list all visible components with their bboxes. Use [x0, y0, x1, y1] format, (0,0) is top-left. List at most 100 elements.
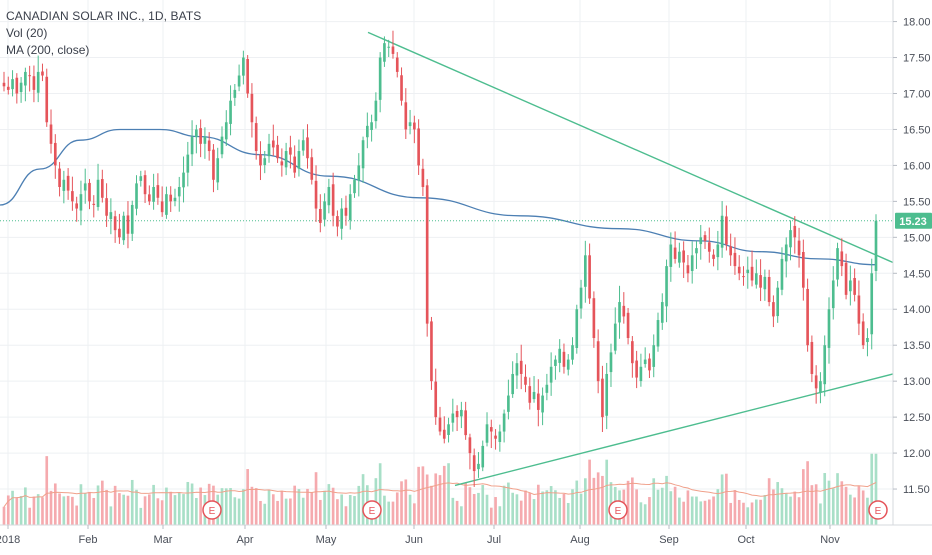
volume-bar	[280, 490, 284, 525]
candle-body	[49, 124, 53, 144]
candle-body	[242, 57, 245, 76]
volume-bar	[233, 497, 237, 525]
volume-bar	[793, 491, 797, 525]
candle-body	[618, 302, 621, 323]
candle-body	[840, 251, 844, 267]
volume-bar	[639, 502, 643, 525]
volume-bar	[353, 496, 356, 525]
candle-body	[24, 71, 27, 86]
candle-body	[814, 375, 818, 389]
candle-body	[584, 255, 587, 287]
volume-bar	[763, 494, 767, 525]
candle-body	[699, 237, 703, 245]
candle-body	[199, 128, 202, 144]
volume-bar	[814, 484, 818, 525]
volume-bar	[259, 500, 262, 525]
candle-body	[472, 455, 476, 472]
y-tick-label: 14.00	[903, 304, 931, 316]
candle-body	[652, 345, 656, 367]
candle-body	[558, 348, 562, 363]
candle-body	[19, 82, 23, 93]
candle-body	[229, 100, 232, 124]
candle-body	[408, 122, 412, 127]
earnings-marker[interactable]	[202, 500, 222, 520]
earnings-marker[interactable]	[362, 500, 382, 520]
volume-bar	[857, 486, 861, 525]
volume-bar	[660, 487, 664, 525]
volume-bar	[173, 495, 177, 525]
volume-bar	[408, 494, 412, 525]
candle-body	[712, 254, 715, 259]
y-tick-label: 12.50	[903, 412, 931, 424]
volume-bar	[725, 473, 728, 525]
volume-bar	[113, 485, 117, 525]
volume-bar	[784, 493, 788, 525]
candle-body	[404, 102, 408, 130]
candle-body	[207, 140, 211, 152]
legend-ma[interactable]: MA (200, close)	[6, 43, 90, 57]
volume-bar	[323, 490, 326, 525]
candle-body	[378, 57, 382, 100]
candle-body	[36, 71, 40, 93]
candle-body	[592, 298, 596, 339]
candle-body	[468, 437, 472, 454]
volume-bar	[588, 459, 591, 525]
y-tick-label: 15.00	[903, 232, 931, 244]
candle-body	[71, 191, 74, 202]
candle-body	[682, 250, 685, 263]
volume-bar	[357, 485, 361, 525]
earnings-marker[interactable]	[868, 500, 888, 520]
chart-legend: CANADIAN SOLAR INC., 1D, BATS Vol (20) M…	[6, 8, 201, 59]
candle-body	[83, 183, 87, 191]
candle-body	[387, 46, 391, 48]
price-badge[interactable]	[895, 212, 932, 229]
candle-body	[844, 262, 848, 295]
y-tick-label: 13.50	[903, 340, 931, 352]
x-tick-label: Mar	[154, 534, 173, 546]
candle-body	[289, 147, 292, 155]
candle-body	[160, 201, 164, 213]
volume-bar	[152, 484, 155, 525]
volume-bar	[160, 500, 164, 525]
candle-body	[622, 305, 626, 317]
volume-bar	[831, 488, 835, 525]
candle-body	[536, 393, 540, 410]
candle-body	[660, 302, 664, 323]
volume-bar	[635, 489, 638, 525]
volume-bar	[96, 485, 100, 525]
volume-bar	[780, 488, 784, 525]
candle-body	[874, 220, 878, 271]
volume-bar	[438, 475, 442, 525]
volume-bar	[314, 472, 318, 525]
volume-bar	[861, 490, 865, 525]
volume-bar	[575, 480, 579, 525]
volume-bar	[566, 502, 570, 525]
legend-title[interactable]: CANADIAN SOLAR INC., 1D, BATS	[6, 9, 202, 23]
volume-bar	[53, 483, 57, 525]
candle-body	[451, 413, 455, 423]
candle-body	[575, 309, 579, 348]
candle-body	[122, 215, 126, 241]
volume-bars	[2, 453, 878, 525]
earnings-marker[interactable]	[608, 500, 628, 520]
candle-body	[716, 244, 720, 258]
y-tick-label: 14.50	[903, 268, 931, 280]
volume-bar	[810, 485, 814, 525]
candle-body	[306, 137, 309, 159]
volume-bar	[455, 500, 459, 525]
candle-body	[554, 359, 557, 366]
candle-body	[733, 252, 737, 267]
candle-body	[79, 194, 83, 211]
volume-bar	[165, 487, 168, 525]
volume-bar	[92, 497, 96, 525]
candle-body	[301, 140, 305, 151]
candle-body	[754, 273, 758, 285]
candle-body	[430, 321, 433, 382]
volume-bar	[562, 493, 566, 525]
legend-volume[interactable]: Vol (20)	[6, 26, 48, 40]
candle-body	[203, 136, 207, 144]
candle-body	[118, 228, 121, 238]
candle-body	[849, 280, 852, 292]
